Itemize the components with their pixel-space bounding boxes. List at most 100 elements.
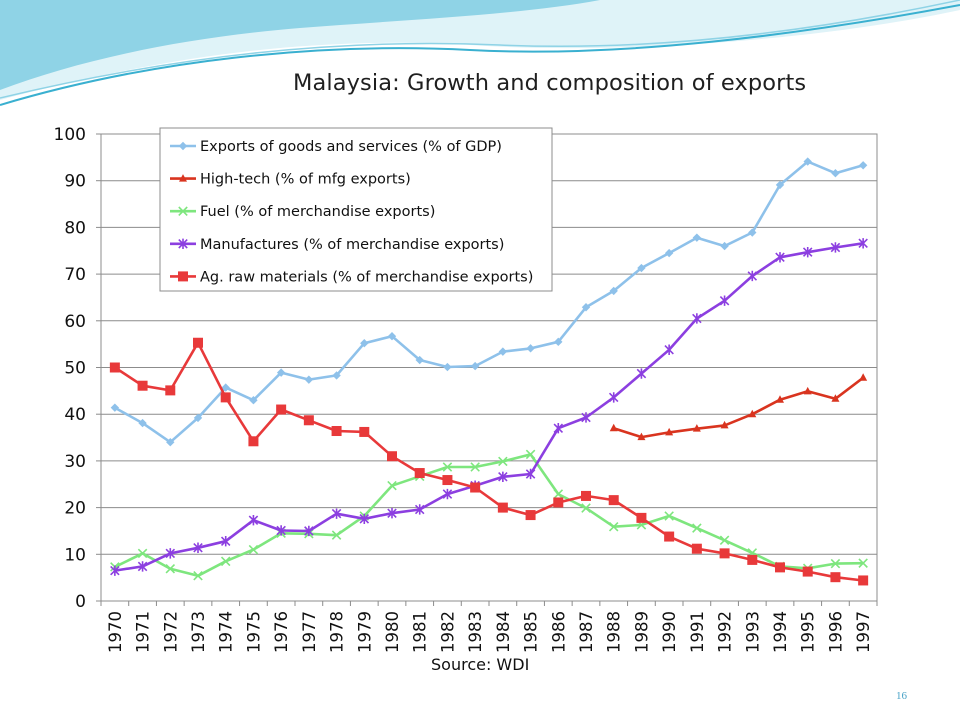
legend-box	[159, 127, 553, 292]
series-4-point	[747, 554, 758, 565]
series-0-point	[831, 169, 840, 178]
series-3-point	[830, 242, 841, 253]
series-4-point	[497, 502, 508, 513]
series-3-point	[525, 468, 536, 480]
series-0-point	[470, 361, 480, 371]
x-tick-label: 1992	[716, 611, 735, 653]
series-3-line	[114, 242, 864, 572]
series-1-point	[665, 427, 674, 436]
series-3-point	[414, 504, 425, 515]
series-3-point	[442, 488, 453, 500]
x-tick-label: 1976	[272, 611, 291, 653]
x-tick-label: 1996	[826, 611, 845, 653]
x-tick-label: 1986	[549, 611, 568, 653]
series-4-point	[193, 337, 203, 348]
x-tick-label: 1978	[328, 611, 347, 653]
page-number: 16	[896, 690, 907, 702]
series-2-point	[664, 511, 674, 521]
series-2-point	[858, 558, 868, 568]
series-3-point	[498, 471, 508, 482]
series-3-point	[553, 423, 564, 434]
legend-label: Exports of goods and services (% of GDP)	[200, 139, 502, 155]
series-1-point	[720, 420, 729, 429]
source-note: Source: WDI	[431, 655, 530, 674]
series-3-point	[193, 542, 203, 553]
series-0-point	[748, 228, 757, 237]
legend-label: Ag. raw materials (% of merchandise expo…	[200, 269, 533, 285]
series-1-point	[831, 394, 840, 402]
x-tick-label: 1990	[660, 611, 679, 653]
x-tick-label: 1988	[605, 611, 624, 653]
y-tick-label: 60	[64, 312, 86, 332]
series-0-point	[415, 355, 424, 365]
legend-swatch-marker	[178, 271, 188, 282]
series-4-point	[553, 497, 564, 508]
y-tick-label: 70	[64, 265, 86, 285]
x-tick-label: 1980	[383, 611, 402, 653]
series-4-point	[608, 495, 619, 506]
x-tick-label: 1975	[244, 611, 263, 653]
series-4-point	[387, 451, 397, 462]
x-tick-label: 1977	[300, 611, 319, 653]
x-tick-label: 1979	[355, 611, 374, 653]
series-0-point	[443, 362, 452, 372]
series-4-point	[359, 426, 370, 437]
x-tick-label: 1974	[217, 611, 236, 653]
series-3-point	[359, 513, 370, 525]
series-0-point	[221, 383, 230, 392]
legend-swatch-marker	[178, 141, 188, 151]
series-0-point	[193, 413, 203, 423]
series-2-point	[719, 535, 730, 546]
series-3-point	[747, 270, 758, 282]
series-2-point	[387, 480, 397, 491]
series-3-point	[220, 536, 231, 547]
x-tick-label: 1993	[743, 611, 762, 653]
series-3-point	[304, 525, 314, 537]
series-4-point	[525, 510, 536, 521]
series-1-point	[776, 395, 784, 403]
series-4-point	[636, 512, 647, 523]
series-3-point	[802, 246, 813, 258]
series-0-point	[803, 157, 812, 166]
x-tick-label: 1982	[438, 611, 457, 653]
series-4-point	[664, 531, 675, 542]
series-4-point	[303, 415, 314, 426]
legend-swatch-marker	[178, 206, 188, 216]
series-2-point	[692, 523, 702, 533]
series-4-point	[165, 385, 176, 396]
series-0-point	[304, 375, 314, 384]
series-2-point	[331, 530, 342, 540]
series-0-point	[387, 332, 397, 341]
series-4-line	[114, 341, 864, 582]
series-0-point	[110, 403, 120, 412]
legend-swatch-marker	[178, 238, 188, 249]
x-tick-label: 1989	[632, 611, 651, 653]
header-wave-mid	[0, 0, 600, 90]
series-3-point	[608, 392, 619, 403]
x-tick-label: 1970	[106, 611, 125, 653]
series-3-point	[248, 515, 259, 526]
series-2-point	[137, 548, 148, 559]
header-wave-line-2	[0, 0, 960, 99]
legend-swatch-marker	[179, 174, 187, 182]
series-1-line	[613, 376, 864, 439]
series-1-point	[637, 432, 646, 441]
series-4-point	[691, 543, 702, 554]
series-1-point	[609, 423, 618, 432]
series-3-point	[387, 508, 397, 519]
x-tick-label: 1983	[466, 611, 485, 653]
series-4-point	[137, 380, 148, 391]
series-0-point	[554, 337, 563, 347]
x-tick-label: 1985	[522, 611, 541, 653]
x-tick-label: 1981	[411, 611, 430, 653]
x-tick-label: 1987	[577, 611, 596, 653]
y-tick-label: 100	[54, 125, 86, 145]
x-tick-label: 1995	[799, 611, 818, 653]
series-0-point	[138, 418, 147, 428]
series-4-point	[830, 572, 841, 583]
x-tick-label: 1971	[134, 611, 153, 653]
series-4-point	[276, 404, 287, 415]
y-tick-label: 10	[64, 545, 86, 565]
